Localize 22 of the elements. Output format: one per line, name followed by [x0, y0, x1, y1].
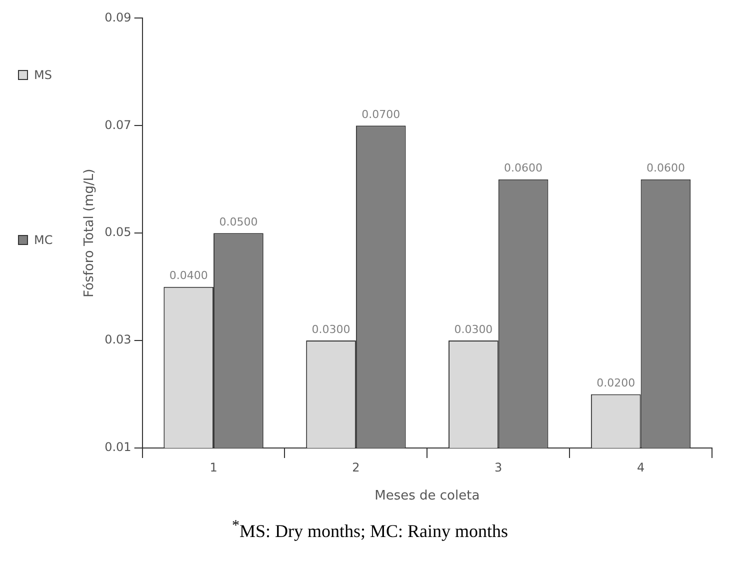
- y-tick-label: 0.03: [104, 332, 132, 347]
- x-tick-label: 3: [494, 460, 502, 474]
- text: $^{*}$MS: Dry months; MC: Rainy months: [230, 518, 510, 542]
- x-tick-label: 1: [210, 460, 218, 474]
- data-label: 0.0400: [169, 269, 208, 282]
- data-label: 0.0500: [219, 215, 258, 228]
- y-axis-title: Fósforo Total (mg/L): [82, 168, 98, 298]
- y-tick-label: 0.01: [104, 440, 132, 454]
- data-label: 0.0600: [504, 162, 543, 175]
- y-tick-label: 0.07: [104, 118, 132, 132]
- x-tick-label: 2: [352, 460, 360, 474]
- data-label: 0.0300: [454, 322, 493, 336]
- data-label: 0.0200: [596, 376, 636, 390]
- x-axis-title: Meses de coleta: [374, 488, 480, 504]
- data-label: 0.0700: [362, 108, 400, 122]
- y-tick-label: 0.09: [104, 10, 132, 24]
- x-tick-label: 4: [636, 460, 645, 474]
- data-label: 0.0300: [312, 322, 350, 336]
- y-tick-label: 0.05: [104, 225, 132, 240]
- legend-label: MS: [34, 68, 52, 82]
- legend-label: MC: [34, 233, 53, 247]
- data-label: 0.0600: [646, 162, 685, 175]
